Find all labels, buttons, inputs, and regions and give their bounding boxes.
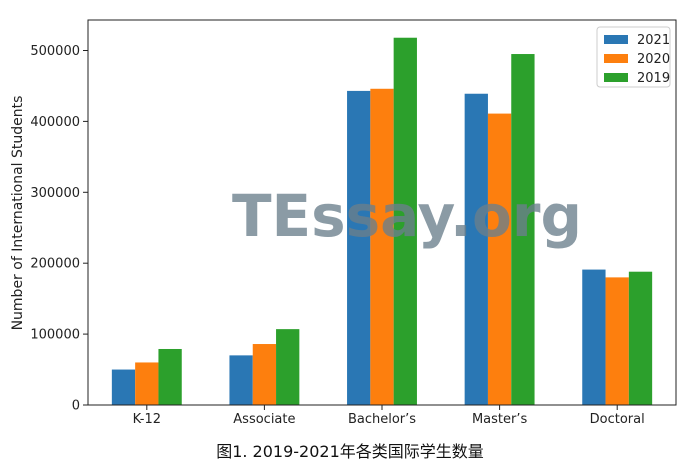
legend-swatch-2020 — [604, 54, 628, 63]
x-tick-label: Bachelor’s — [348, 412, 416, 427]
y-axis-label: Number of International Students — [10, 96, 26, 331]
bar-2020-1 — [135, 362, 159, 405]
y-tick-label: 200000 — [30, 257, 80, 272]
legend-label-2019: 2019 — [637, 71, 670, 86]
bar-2021-5 — [582, 269, 606, 405]
bar-2020-5 — [605, 277, 629, 405]
legend-label-2021: 2021 — [637, 33, 670, 48]
y-tick-label: 100000 — [30, 328, 80, 343]
y-tick-label: 400000 — [30, 115, 80, 130]
bar-2021-2 — [229, 355, 253, 405]
legend-label-2020: 2020 — [637, 52, 670, 67]
bar-2020-4 — [487, 113, 512, 406]
y-tick-label: 0 — [72, 399, 80, 414]
y-tick-label: 300000 — [30, 186, 80, 201]
bar-2021-1 — [111, 369, 136, 405]
bar-2019-4 — [511, 54, 535, 406]
legend-swatch-2019 — [604, 73, 628, 82]
bar-2020-3 — [370, 88, 394, 405]
y-tick-label: 500000 — [30, 44, 80, 59]
bar-2019-3 — [393, 37, 417, 406]
x-tick-label: Associate — [233, 412, 295, 427]
legend: 2021 2020 2019 — [596, 26, 671, 88]
watermark-text: TEssay.org — [232, 182, 582, 250]
x-tick-label: K-12 — [133, 412, 161, 427]
bar-2021-3 — [347, 90, 371, 405]
plot-frame — [87, 19, 677, 406]
bar-2020-2 — [252, 344, 277, 405]
bar-chart: K-12 Associate Bachelor’s Master’s Doctoral 0… — [10, 19, 677, 427]
bar-2021-4 — [464, 93, 488, 405]
bar-2019-2 — [276, 329, 300, 405]
figure-caption: 图1. 2019-2021年各类国际学生数量 — [216, 442, 484, 461]
x-tick-label: Doctoral — [590, 412, 645, 427]
bar-2019-1 — [158, 348, 182, 405]
x-tick-label: Master’s — [472, 412, 528, 427]
bar-2019-5 — [628, 271, 653, 405]
legend-swatch-2021 — [604, 35, 628, 44]
